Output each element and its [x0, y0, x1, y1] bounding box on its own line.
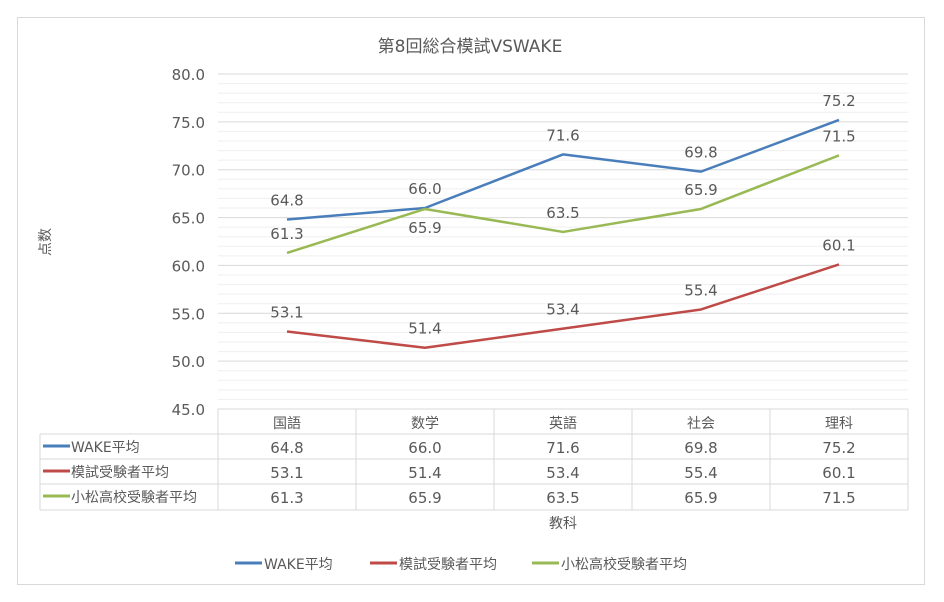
data-label: 64.8 — [270, 191, 303, 209]
table-cell: 65.9 — [684, 489, 717, 507]
table-cell: 71.6 — [546, 439, 579, 457]
data-label: 63.5 — [546, 204, 579, 222]
y-tick-label: 50.0 — [172, 353, 205, 371]
data-label: 75.2 — [822, 92, 855, 110]
data-label: 61.3 — [270, 225, 303, 243]
legend-label: WAKE平均 — [264, 557, 333, 573]
table-series-name: WAKE平均 — [71, 440, 140, 456]
data-label: 69.8 — [684, 144, 717, 162]
table-cell: 61.3 — [270, 489, 303, 507]
y-tick-label: 60.0 — [172, 257, 205, 275]
table-cell: 51.4 — [408, 464, 441, 482]
table-cell: 75.2 — [822, 439, 855, 457]
legend-label: 模試受験者平均 — [399, 557, 497, 573]
y-tick-label: 65.0 — [172, 210, 205, 228]
data-label: 65.9 — [684, 181, 717, 199]
chart-title: 第8回総合模試VSWAKE — [378, 37, 563, 57]
y-axis-title: 点数 — [38, 228, 54, 256]
data-label: 51.4 — [408, 320, 441, 338]
x-category-label: 理科 — [825, 416, 853, 432]
data-label: 71.5 — [822, 127, 855, 145]
chart-frame — [17, 17, 925, 585]
y-tick-label: 75.0 — [172, 114, 205, 132]
y-tick-label: 80.0 — [172, 66, 205, 84]
data-label: 60.1 — [822, 236, 855, 254]
table-cell: 64.8 — [270, 439, 303, 457]
table-cell: 60.1 — [822, 464, 855, 482]
table-cell: 66.0 — [408, 439, 441, 457]
table-cell: 63.5 — [546, 489, 579, 507]
table-cell: 71.5 — [822, 489, 855, 507]
data-label: 53.4 — [546, 301, 579, 319]
data-label: 65.9 — [408, 219, 441, 237]
x-category-label: 英語 — [549, 415, 577, 432]
y-tick-label: 45.0 — [172, 401, 205, 419]
legend-label: 小松高校受験者平均 — [561, 556, 687, 573]
table-cell: 53.4 — [546, 464, 579, 482]
table-series-name: 小松高校受験者平均 — [71, 489, 197, 506]
data-label: 55.4 — [684, 281, 717, 299]
table-cell: 65.9 — [408, 489, 441, 507]
data-label: 53.1 — [270, 303, 303, 321]
y-tick-label: 55.0 — [172, 305, 205, 323]
table-cell: 55.4 — [684, 464, 717, 482]
data-label: 71.6 — [546, 126, 579, 144]
x-axis-title: 教科 — [549, 516, 577, 532]
table-cell: 53.1 — [270, 464, 303, 482]
data-label: 66.0 — [408, 180, 441, 198]
table-cell: 69.8 — [684, 439, 717, 457]
x-category-label: 数学 — [411, 416, 439, 432]
x-category-label: 国語 — [273, 416, 301, 432]
y-tick-label: 70.0 — [172, 162, 205, 180]
x-category-label: 社会 — [687, 416, 715, 432]
table-series-name: 模試受験者平均 — [71, 465, 169, 481]
